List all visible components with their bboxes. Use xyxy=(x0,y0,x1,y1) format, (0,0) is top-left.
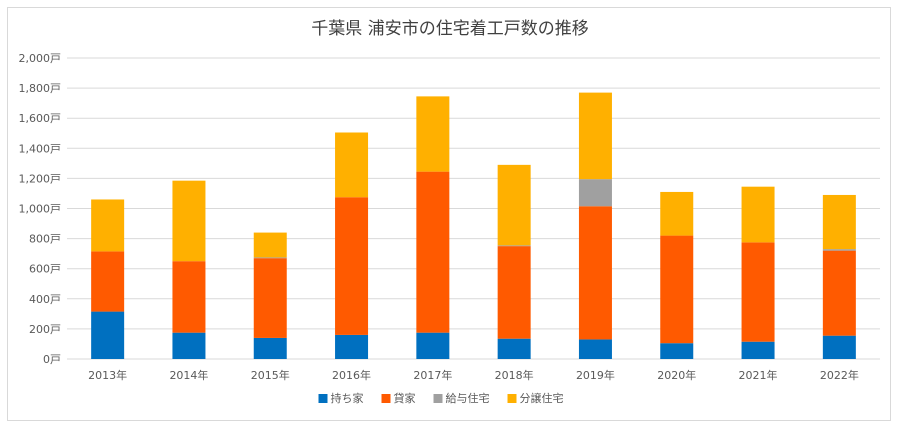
bar-segment xyxy=(497,338,531,359)
bar-segment xyxy=(253,257,287,259)
y-tick-label: 1,400戸 xyxy=(19,142,62,155)
bar-segment xyxy=(822,194,856,250)
bar-segment xyxy=(253,258,287,338)
legend-label: 貸家 xyxy=(394,391,416,405)
legend-swatch xyxy=(433,394,443,403)
legend-swatch xyxy=(318,394,328,403)
x-tick-label: 2016年 xyxy=(332,368,371,382)
bar-segment xyxy=(822,335,856,359)
x-tick-label: 2018年 xyxy=(495,368,534,382)
bars xyxy=(91,92,856,359)
x-axis-ticks: 2013年 2014年 2015年 2016年 2017年 2018年 2019年 2020年… xyxy=(88,368,859,382)
legend-label: 分譲住宅 xyxy=(520,391,564,405)
legend-swatch xyxy=(507,394,517,403)
bar-segment xyxy=(91,311,125,359)
legend-swatch xyxy=(381,394,391,403)
bar-segment xyxy=(578,206,612,340)
x-tick-label: 2022年 xyxy=(820,368,859,382)
bar-segment xyxy=(172,332,206,359)
bar-segment xyxy=(822,249,856,251)
bar-segment xyxy=(497,245,531,247)
bar-segment xyxy=(660,235,694,344)
bar-segment xyxy=(172,261,206,333)
bar-segment xyxy=(416,332,450,359)
bar-segment xyxy=(578,179,612,207)
y-tick-label: 0戸 xyxy=(43,353,61,366)
bar-segment xyxy=(741,242,775,342)
bar-segment xyxy=(335,132,369,198)
bar-segment xyxy=(497,246,531,339)
bar-segment xyxy=(253,337,287,359)
legend: 持ち家 貸家 給与住宅 分譲住宅 xyxy=(318,391,564,405)
bar-segment xyxy=(335,334,369,359)
bar-segment xyxy=(416,96,450,172)
chart-title: 千葉県 浦安市の住宅着工戸数の推移 xyxy=(311,19,589,39)
legend-label: 給与住宅 xyxy=(446,391,490,405)
y-tick-label: 400戸 xyxy=(29,293,61,306)
bar-segment xyxy=(741,341,775,359)
y-tick-label: 1,800戸 xyxy=(19,82,62,95)
bar-segment xyxy=(497,164,531,246)
bar-segment xyxy=(822,250,856,336)
bar-segment xyxy=(578,339,612,359)
bar-segment xyxy=(253,232,287,258)
y-tick-label: 2,000戸 xyxy=(19,52,62,65)
bar-segment xyxy=(91,251,125,312)
legend-label: 持ち家 xyxy=(331,391,364,405)
bar-segment xyxy=(416,171,450,333)
bar-segment xyxy=(335,197,369,335)
bar-segment xyxy=(172,180,206,262)
bar-segment xyxy=(660,191,694,236)
x-tick-label: 2020年 xyxy=(657,368,696,382)
y-tick-label: 1,200戸 xyxy=(19,172,62,185)
y-tick-label: 1,000戸 xyxy=(19,203,62,216)
bar-segment xyxy=(578,92,612,180)
bar-segment xyxy=(91,199,125,252)
x-tick-label: 2015年 xyxy=(251,368,290,382)
x-tick-label: 2014年 xyxy=(169,368,208,382)
bar-segment xyxy=(660,343,694,359)
y-axis-ticks: 0戸 200戸 400戸 600戸 800戸 1,000戸 1,200戸 1,400戸 1,60… xyxy=(19,52,62,366)
x-tick-label: 2019年 xyxy=(576,368,615,382)
y-tick-label: 200戸 xyxy=(29,323,61,336)
bar-segment xyxy=(741,186,775,243)
y-tick-label: 800戸 xyxy=(29,233,61,246)
y-tick-label: 600戸 xyxy=(29,263,61,276)
y-tick-label: 1,600戸 xyxy=(19,112,62,125)
x-tick-label: 2021年 xyxy=(739,368,778,382)
x-tick-label: 2013年 xyxy=(88,368,127,382)
x-tick-label: 2017年 xyxy=(413,368,452,382)
